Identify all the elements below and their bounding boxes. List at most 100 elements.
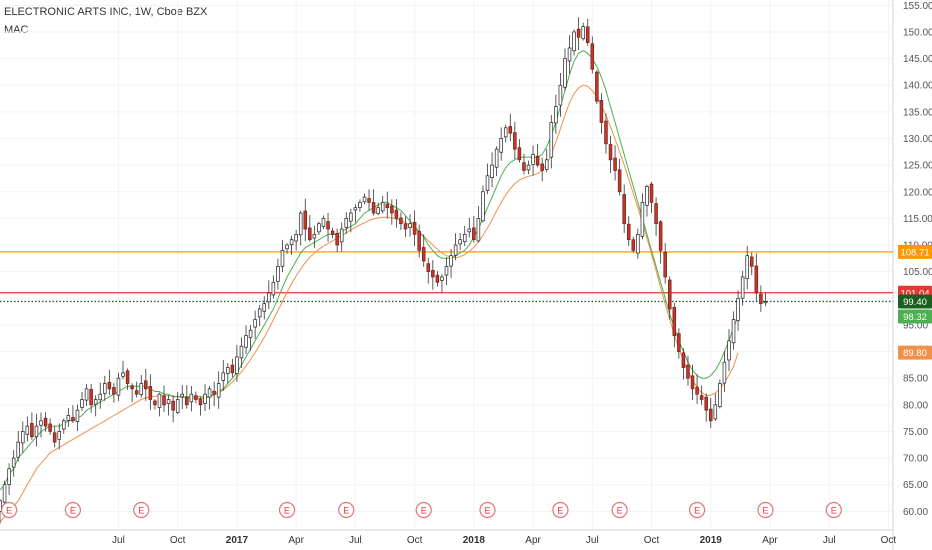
price-tag-label: 101.04 [900, 288, 929, 299]
candle-body [462, 234, 467, 243]
y-tick-label: 125.00 [903, 161, 932, 172]
candle-body [649, 183, 654, 203]
candle-body [308, 227, 312, 241]
y-tick-label: 80.00 [903, 400, 928, 411]
ma-slow-line [0, 84, 739, 523]
candle-body [30, 423, 34, 438]
earnings-marker [825, 501, 842, 519]
candle-body [380, 202, 385, 212]
candle-body [731, 319, 736, 344]
candle-body [508, 126, 513, 134]
candle-body [0, 500, 2, 512]
y-tick-label: 155.00 [903, 1, 932, 12]
candle-body [253, 319, 257, 328]
candle-body [658, 221, 663, 251]
candle-body [531, 154, 535, 165]
candle-body [444, 265, 449, 276]
candle-body [499, 138, 503, 153]
candle-body [754, 265, 759, 294]
earnings-marker-label: E [343, 506, 349, 516]
candle-body [303, 210, 308, 230]
candle-body [604, 120, 608, 145]
earnings-marker [64, 501, 81, 519]
candle-body [134, 390, 139, 395]
earnings-marker [1, 501, 18, 519]
candle-body [339, 228, 344, 243]
candle-body [230, 364, 235, 374]
candle-body [690, 375, 695, 390]
x-tick-label: Oct [407, 535, 423, 546]
candle-body [490, 164, 494, 178]
candle-body [312, 234, 317, 239]
candle-body [763, 301, 768, 304]
earnings-marker-label: E [284, 506, 290, 516]
candle-body [71, 417, 75, 422]
candle-body [544, 159, 549, 170]
candle-body [503, 127, 508, 138]
candle-body [467, 228, 472, 233]
candle-body [367, 198, 371, 203]
candle-body [98, 393, 102, 401]
candle-body [595, 71, 599, 102]
candle-body [112, 387, 116, 395]
candle-body [153, 400, 157, 406]
candle-body [317, 223, 321, 233]
candle-body [185, 396, 189, 406]
candle-body [718, 383, 722, 407]
candle-body [121, 372, 125, 377]
earnings-marker [338, 501, 355, 519]
candle-body [549, 122, 554, 158]
price-tag [898, 345, 932, 360]
price-tag-label: 98.32 [903, 312, 927, 323]
candle-body [43, 417, 48, 427]
candle-body [84, 388, 89, 401]
candle-body [248, 329, 253, 338]
candle-body [558, 84, 563, 106]
candle-body [535, 155, 540, 166]
candle-body [48, 423, 52, 432]
candle-body [677, 333, 681, 352]
y-tick-label: 145.00 [903, 54, 932, 65]
candle-body [116, 377, 121, 396]
earnings-marker-label: E [421, 506, 427, 516]
candle-body [244, 335, 248, 348]
candle-body [130, 385, 134, 390]
candle-body [390, 205, 394, 214]
earnings-marker-label: E [138, 506, 144, 516]
candle-body [57, 431, 61, 440]
candle-body [226, 367, 230, 374]
candle-body [358, 202, 362, 209]
candle-body [349, 212, 353, 222]
candle-body [435, 274, 440, 283]
candle-body [654, 203, 658, 225]
candle-body [280, 250, 285, 267]
candle-body [321, 218, 326, 227]
candle-body [16, 441, 20, 458]
indicator-label: MAC [4, 24, 29, 36]
x-tick-label: Oct [881, 535, 897, 546]
candle-body [75, 409, 80, 423]
candle-body [2, 484, 7, 503]
candle-body [107, 381, 112, 390]
candle-body [645, 186, 649, 206]
candle-body [221, 372, 226, 381]
y-tick-label: 70.00 [903, 454, 928, 465]
earnings-marker-label: E [70, 506, 76, 516]
y-tick-label: 65.00 [903, 480, 928, 491]
candle-body [440, 276, 444, 281]
candle-body [166, 399, 171, 404]
candle-body [267, 292, 271, 303]
candle-body [590, 43, 595, 70]
candle-body [89, 388, 93, 406]
candle-body [745, 255, 749, 279]
candle-body [344, 218, 349, 228]
x-tick-label: Jul [112, 535, 125, 546]
candle-body [722, 361, 727, 384]
candle-body [157, 393, 162, 408]
ma-fast-line [0, 50, 739, 491]
x-tick-label: Oct [170, 535, 186, 546]
candle-body [581, 26, 585, 40]
candle-body [207, 388, 212, 398]
candle-body [421, 247, 426, 262]
